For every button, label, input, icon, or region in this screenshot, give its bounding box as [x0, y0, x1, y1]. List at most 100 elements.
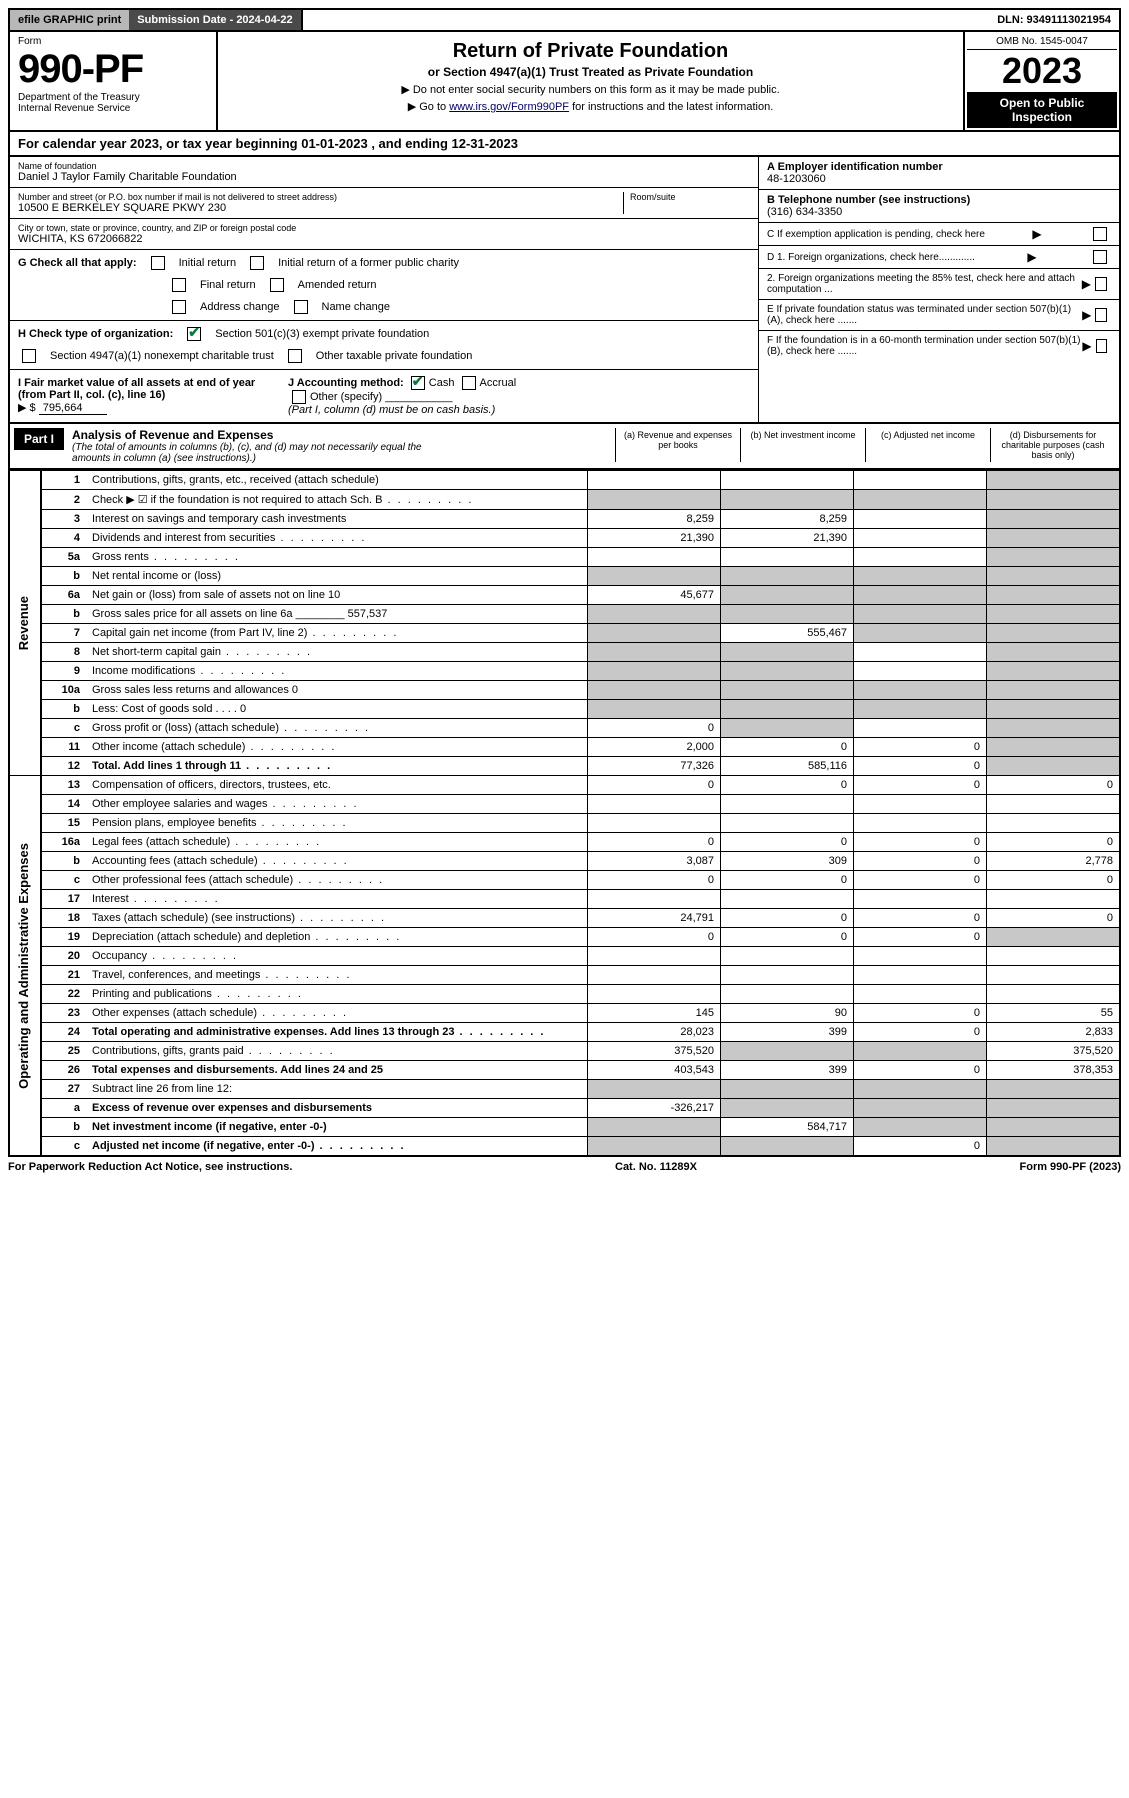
checkbox-address-change[interactable] [172, 300, 186, 314]
checkbox-501c3[interactable] [187, 327, 201, 341]
checkbox-amended-return[interactable] [270, 278, 284, 292]
cell-value [987, 510, 1121, 529]
checkbox-4947a1[interactable] [22, 349, 36, 363]
address-label: Number and street (or P.O. box number if… [18, 192, 623, 202]
cell-value: 399 [721, 1023, 854, 1042]
cat-no: Cat. No. 11289X [615, 1161, 697, 1173]
col-d-header: (d) Disbursements for charitable purpose… [990, 428, 1115, 462]
entity-info: Name of foundation Daniel J Taylor Famil… [8, 157, 1121, 424]
checkbox-d2[interactable] [1095, 277, 1107, 291]
cell-value [854, 814, 987, 833]
line-number: 5a [41, 548, 86, 567]
cell-value [987, 890, 1121, 909]
foundation-name: Daniel J Taylor Family Charitable Founda… [18, 171, 750, 183]
cell-value [588, 662, 721, 681]
line-description: Legal fees (attach schedule) [86, 833, 588, 852]
line-description: Net gain or (loss) from sale of assets n… [86, 586, 588, 605]
checkbox-final-return[interactable] [172, 278, 186, 292]
cell-value: 145 [588, 1004, 721, 1023]
cell-value: 8,259 [721, 510, 854, 529]
cell-value [854, 700, 987, 719]
irs-link[interactable]: www.irs.gov/Form990PF [449, 101, 569, 113]
cell-value [588, 681, 721, 700]
cell-value: 0 [987, 776, 1121, 795]
cell-value [987, 643, 1121, 662]
cell-value [854, 471, 987, 490]
line-number: 1 [41, 471, 86, 490]
cell-value [588, 700, 721, 719]
cell-value [588, 890, 721, 909]
col-a-header: (a) Revenue and expenses per books [615, 428, 740, 462]
cell-value: 403,543 [588, 1061, 721, 1080]
checkbox-other-method[interactable] [292, 390, 306, 404]
cell-value [854, 1118, 987, 1137]
cell-value [588, 966, 721, 985]
cell-value [854, 529, 987, 548]
checkbox-e[interactable] [1095, 308, 1107, 322]
ein-label: A Employer identification number [767, 161, 943, 173]
cell-value: 3,087 [588, 852, 721, 871]
cell-value [721, 700, 854, 719]
checkbox-c[interactable] [1093, 227, 1107, 241]
checkbox-accrual[interactable] [462, 376, 476, 390]
checkbox-d1[interactable] [1093, 250, 1107, 264]
line-number: b [41, 852, 86, 871]
cell-value [588, 605, 721, 624]
line-number: c [41, 1137, 86, 1157]
line-description: Total. Add lines 1 through 11 [86, 757, 588, 776]
cell-value [987, 1099, 1121, 1118]
cell-value [854, 947, 987, 966]
line-number: 12 [41, 757, 86, 776]
cell-value: 375,520 [588, 1042, 721, 1061]
cell-value [588, 624, 721, 643]
cell-value [854, 605, 987, 624]
cell-value: 0 [721, 909, 854, 928]
cell-value [588, 1118, 721, 1137]
cell-value [588, 548, 721, 567]
line-number: b [41, 605, 86, 624]
cell-value: 378,353 [987, 1061, 1121, 1080]
line-description: Gross sales less returns and allowances … [86, 681, 588, 700]
cell-value [854, 890, 987, 909]
line-description: Net short-term capital gain [86, 643, 588, 662]
line-number: c [41, 871, 86, 890]
ein-value: 48-1203060 [767, 173, 826, 185]
checkbox-initial-former[interactable] [250, 256, 264, 270]
cell-value: 0 [854, 738, 987, 757]
form-title: Return of Private Foundation [226, 40, 955, 63]
cell-value [854, 681, 987, 700]
checkbox-other-taxable[interactable] [288, 349, 302, 363]
cell-value [854, 1042, 987, 1061]
cell-value [854, 985, 987, 1004]
line-description: Adjusted net income (if negative, enter … [86, 1137, 588, 1157]
cell-value [588, 1080, 721, 1099]
open-to-public: Open to Public Inspection [967, 92, 1117, 128]
cell-value: 2,778 [987, 852, 1121, 871]
checkbox-initial-return[interactable] [151, 256, 165, 270]
fmv-value: 795,664 [39, 402, 107, 415]
cell-value [588, 567, 721, 586]
cell-value: 0 [588, 719, 721, 738]
line-description: Excess of revenue over expenses and disb… [86, 1099, 588, 1118]
line-number: 16a [41, 833, 86, 852]
form-label: Form [18, 36, 208, 47]
checkbox-cash[interactable] [411, 376, 425, 390]
line-number: 17 [41, 890, 86, 909]
checkbox-f[interactable] [1096, 339, 1107, 353]
dln-label: DLN: 93491113021954 [989, 10, 1119, 30]
checkbox-name-change[interactable] [294, 300, 308, 314]
tel-label: B Telephone number (see instructions) [767, 194, 970, 206]
cell-value [987, 1080, 1121, 1099]
d2-label: 2. Foreign organizations meeting the 85%… [767, 273, 1082, 295]
line-number: 23 [41, 1004, 86, 1023]
cell-value [854, 662, 987, 681]
line-number: 19 [41, 928, 86, 947]
cell-value [987, 795, 1121, 814]
cell-value [588, 643, 721, 662]
cell-value: 55 [987, 1004, 1121, 1023]
cell-value: 375,520 [987, 1042, 1121, 1061]
line-description: Other income (attach schedule) [86, 738, 588, 757]
cell-value [721, 1042, 854, 1061]
cell-value: 0 [721, 776, 854, 795]
line-number: b [41, 700, 86, 719]
